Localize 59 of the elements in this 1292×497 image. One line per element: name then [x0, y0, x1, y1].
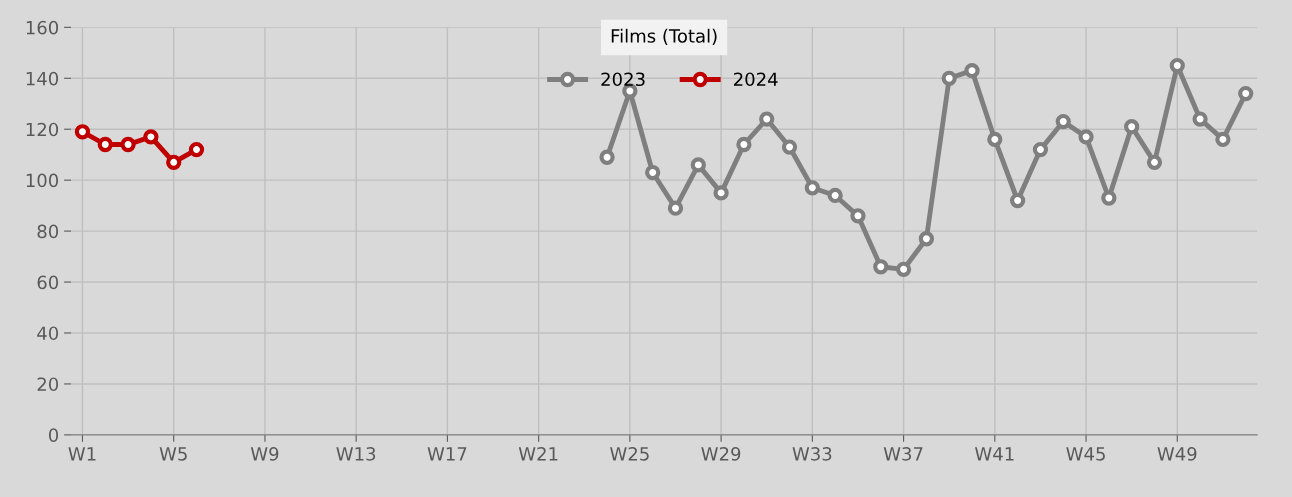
point [1078, 129, 1094, 145]
x-tick-label: W17 [427, 447, 467, 461]
point [873, 259, 889, 275]
point [941, 70, 957, 86]
point [1124, 119, 1140, 135]
x-tick-label: W13 [336, 447, 376, 461]
point [895, 261, 912, 277]
x-tick-label: W45 [1066, 447, 1105, 461]
point [827, 187, 843, 204]
y-tick-label: 120 [26, 122, 59, 137]
point [1192, 111, 1208, 127]
point [1169, 57, 1185, 74]
point [1215, 131, 1231, 148]
point [804, 180, 820, 196]
point [736, 136, 752, 153]
y-tick-label: 100 [26, 173, 59, 188]
point [713, 185, 729, 201]
point [918, 231, 935, 247]
y-tick-label: 20 [37, 377, 59, 392]
point [1032, 141, 1049, 158]
y-tick-label: 60 [37, 275, 59, 290]
point [166, 154, 182, 170]
legend-label: 2023 [601, 72, 645, 87]
y-tick-label: 160 [26, 20, 59, 35]
point [667, 200, 684, 216]
point [1009, 192, 1026, 209]
x-tick-label: W21 [518, 447, 558, 461]
x-tick-label: W9 [250, 447, 279, 461]
x-tick-label: W33 [792, 447, 832, 461]
x-tick-label: W49 [1157, 447, 1197, 461]
point [1101, 190, 1117, 206]
chart-title: Films (Total) [611, 28, 717, 45]
y-tick-label: 140 [26, 71, 59, 86]
x-tick-label: W29 [701, 447, 741, 461]
point [97, 136, 113, 153]
point [964, 62, 980, 79]
point [690, 157, 706, 173]
point [120, 136, 136, 153]
point [850, 208, 866, 224]
x-tick-label: W41 [975, 447, 1014, 461]
point [645, 164, 661, 181]
point [1055, 113, 1071, 130]
point [188, 141, 205, 158]
point [759, 111, 775, 127]
point [1238, 85, 1254, 102]
point [599, 149, 615, 165]
y-tick-label: 40 [37, 326, 59, 341]
x-tick-label: W37 [883, 447, 923, 461]
x-tick-label: W25 [610, 447, 649, 461]
point [74, 124, 91, 140]
point [781, 139, 798, 155]
x-tick-label: W1 [68, 447, 96, 461]
y-tick-label: 0 [48, 428, 59, 442]
point [1146, 154, 1163, 170]
y-tick-label: 80 [37, 224, 59, 239]
point [987, 131, 1003, 148]
legend-label: 2024 [734, 72, 778, 87]
x-tick-label: W5 [159, 447, 187, 461]
point [143, 129, 159, 145]
